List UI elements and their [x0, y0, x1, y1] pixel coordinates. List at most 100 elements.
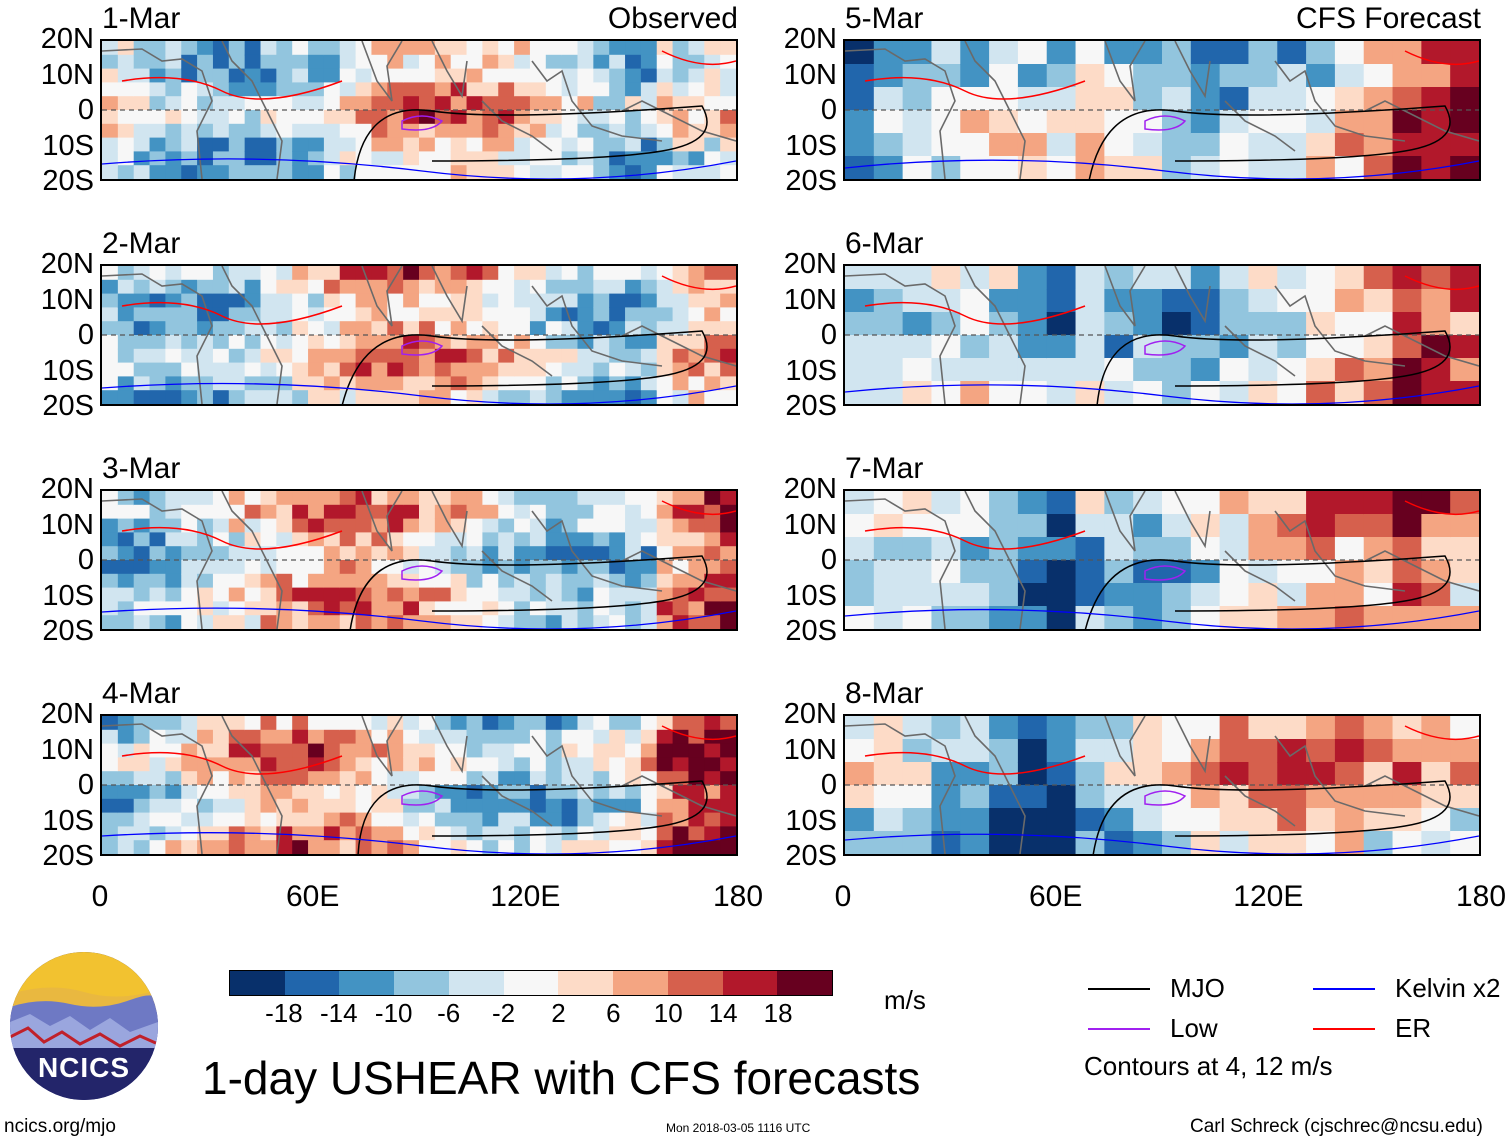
- shear-map: [100, 489, 738, 631]
- colorbar-tick: -6: [437, 998, 461, 1028]
- panel-tag: CFS Forecast: [1295, 2, 1481, 35]
- x-tick-label: 0: [91, 880, 109, 913]
- y-tick-label: 10N: [783, 58, 837, 91]
- y-tick-label: 10S: [785, 354, 837, 387]
- shear-map: [843, 714, 1481, 856]
- y-tick-label: 20S: [42, 615, 94, 647]
- legend-label: Low: [1170, 1013, 1218, 1043]
- y-tick-label: 20N: [783, 473, 837, 505]
- y-tick-label: 0: [77, 544, 94, 576]
- y-tick-label: 0: [77, 94, 94, 126]
- colorbar-tick: 14: [708, 998, 738, 1028]
- panel-date: 5-Mar: [845, 2, 924, 35]
- colorbar-tick: 18: [763, 998, 793, 1028]
- ncics-logo: NCICS: [10, 952, 158, 1100]
- y-tick-label: 20N: [783, 23, 837, 55]
- shear-map: [100, 714, 738, 856]
- footer-url[interactable]: ncics.org/mjo: [4, 1116, 116, 1137]
- legend-note: Contours at 4, 12 m/s: [1084, 1051, 1333, 1081]
- colorbar-tick: -2: [491, 998, 516, 1028]
- colorbar-swatch: [667, 971, 723, 995]
- y-tick-label: 10N: [40, 733, 94, 766]
- legend-line: [1313, 1028, 1375, 1030]
- colorbar-tick: 6: [606, 998, 621, 1028]
- logo-text: NCICS: [37, 1052, 131, 1083]
- y-tick-label: 0: [820, 319, 837, 351]
- colorbar-tick: 10: [653, 998, 683, 1028]
- x-tick-label: 120E: [490, 880, 561, 913]
- y-tick-label: 10S: [42, 129, 94, 162]
- y-tick-label: 20S: [785, 615, 837, 647]
- y-tick-label: 20S: [785, 165, 837, 197]
- y-tick-label: 10N: [783, 508, 837, 541]
- panel-date: 4-Mar: [102, 677, 181, 710]
- y-tick-label: 10S: [42, 354, 94, 387]
- y-tick-label: 20S: [42, 165, 94, 197]
- colorbar-tick: 2: [551, 998, 566, 1028]
- colorbar-swatch: [777, 971, 833, 995]
- legend-label: Kelvin x2: [1395, 973, 1501, 1003]
- y-tick-label: 20N: [40, 473, 94, 505]
- footer-timestamp: Mon 2018-03-05 1116 UTC: [666, 1121, 811, 1135]
- y-tick-label: 10S: [42, 804, 94, 837]
- y-tick-label: 20N: [783, 698, 837, 730]
- y-tick-label: 10N: [783, 733, 837, 766]
- y-tick-label: 10N: [40, 508, 94, 541]
- panel-date: 6-Mar: [845, 227, 924, 260]
- colorbar-swatch: [339, 971, 395, 995]
- legend-line: [1088, 988, 1150, 990]
- y-tick-label: 10S: [42, 579, 94, 612]
- y-tick-label: 20S: [785, 840, 837, 872]
- y-tick-label: 20S: [785, 390, 837, 422]
- x-tick-label: 180: [1455, 880, 1507, 913]
- colorbar: [229, 970, 833, 996]
- shear-map: [843, 39, 1481, 181]
- y-tick-label: 20N: [40, 23, 94, 55]
- shear-map: [843, 489, 1481, 631]
- y-tick-label: 0: [77, 319, 94, 351]
- panel-date: 3-Mar: [102, 452, 181, 485]
- y-tick-label: 10S: [785, 129, 837, 162]
- panel-tag: Observed: [607, 2, 738, 35]
- colorbar-tick: -18: [265, 998, 303, 1028]
- colorbar-swatch: [722, 971, 778, 995]
- y-tick-label: 10N: [783, 283, 837, 316]
- colorbar-swatch: [613, 971, 668, 995]
- x-tick-label: 120E: [1233, 880, 1304, 913]
- y-tick-label: 0: [820, 769, 837, 801]
- colorbar-swatch: [448, 971, 504, 995]
- legend-line: [1088, 1028, 1150, 1030]
- y-tick-label: 20S: [42, 390, 94, 422]
- y-tick-label: 10S: [785, 579, 837, 612]
- y-tick-label: 10S: [785, 804, 837, 837]
- colorbar-swatch: [558, 971, 614, 995]
- colorbar-tick: -14: [320, 998, 358, 1028]
- shear-map: [100, 264, 738, 406]
- y-tick-label: 10N: [40, 283, 94, 316]
- y-tick-label: 0: [820, 544, 837, 576]
- panel-date: 2-Mar: [102, 227, 181, 260]
- shear-map: [843, 264, 1481, 406]
- y-tick-label: 10N: [40, 58, 94, 91]
- y-tick-label: 20N: [783, 248, 837, 280]
- y-tick-label: 20N: [40, 248, 94, 280]
- colorbar-tick: -10: [374, 998, 413, 1028]
- colorbar-units: m/s: [884, 985, 926, 1015]
- page-title: 1-day USHEAR with CFS forecasts: [202, 1052, 921, 1104]
- footer-credit: Carl Schreck (cjschrec@ncsu.edu): [1190, 1116, 1483, 1137]
- legend-label: ER: [1395, 1013, 1432, 1043]
- x-tick-label: 180: [712, 880, 764, 913]
- x-tick-label: 0: [834, 880, 852, 913]
- colorbar-swatch: [284, 971, 340, 995]
- y-tick-label: 0: [820, 94, 837, 126]
- legend-line: [1313, 988, 1375, 990]
- shear-map: [100, 39, 738, 181]
- y-tick-label: 20N: [40, 698, 94, 730]
- x-tick-label: 60E: [285, 880, 340, 913]
- colorbar-swatch: [503, 971, 559, 995]
- panel-date: 8-Mar: [845, 677, 924, 710]
- panel-date: 7-Mar: [845, 452, 924, 485]
- colorbar-swatch: [230, 971, 285, 995]
- x-tick-label: 60E: [1028, 880, 1083, 913]
- panel-date: 1-Mar: [102, 2, 181, 35]
